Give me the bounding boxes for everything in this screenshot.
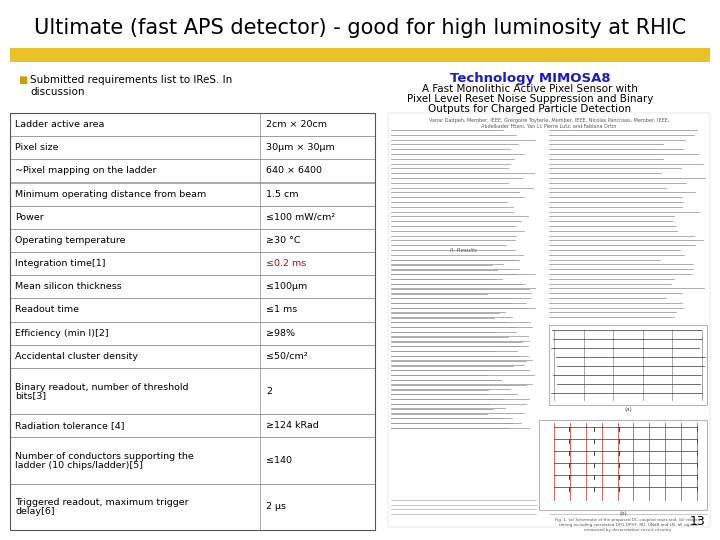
Text: Readout time: Readout time	[15, 306, 79, 314]
Text: Pixel Level Reset Noise Suppression and Binary: Pixel Level Reset Noise Suppression and …	[407, 94, 653, 104]
Bar	[10, 136, 375, 159]
Text: discussion: discussion	[30, 87, 84, 97]
Text: Efficiency (min I)[2]: Efficiency (min I)[2]	[15, 328, 109, 338]
Text: II. Results: II. Results	[450, 248, 477, 253]
Bar	[549, 325, 707, 405]
Text: Ultimate (fast APS detector) - good for high luminosity at RHIC: Ultimate (fast APS detector) - good for …	[34, 18, 686, 38]
Text: Number of conductors supporting the: Number of conductors supporting the	[15, 452, 194, 461]
Bar	[10, 113, 375, 136]
Text: delay[6]: delay[6]	[15, 508, 55, 516]
Text: 13: 13	[689, 515, 705, 528]
Bar	[10, 484, 375, 530]
Text: 2cm × 20cm: 2cm × 20cm	[266, 120, 327, 129]
Text: ladder (10 chips/ladder)[5]: ladder (10 chips/ladder)[5]	[15, 461, 143, 470]
Text: Technology MIMOSA8: Technology MIMOSA8	[450, 72, 611, 85]
Bar	[10, 368, 375, 414]
Bar	[10, 321, 375, 345]
Text: sig2: sig2	[697, 439, 705, 443]
Text: ≤100 mW/cm²: ≤100 mW/cm²	[266, 213, 336, 222]
Text: (b): (b)	[619, 511, 627, 516]
Text: Accidental cluster density: Accidental cluster density	[15, 352, 138, 361]
Text: timing including correlated DFG-DPHF, RD, UNdB and LN- all signals: timing including correlated DFG-DPHF, RD…	[559, 523, 698, 527]
Bar	[10, 113, 375, 530]
Text: Radiation tolerance [4]: Radiation tolerance [4]	[15, 421, 125, 430]
Text: ≤1 ms: ≤1 ms	[266, 306, 297, 314]
Text: ≤140: ≤140	[266, 456, 292, 465]
Bar	[10, 345, 375, 368]
Text: Submitted requirements list to IReS. In: Submitted requirements list to IReS. In	[30, 75, 233, 85]
Text: sig5: sig5	[697, 475, 705, 479]
Text: Triggered readout, maximum trigger: Triggered readout, maximum trigger	[15, 498, 189, 508]
Bar	[10, 298, 375, 321]
Text: ≤50/cm²: ≤50/cm²	[266, 352, 307, 361]
Text: ■: ■	[18, 75, 27, 85]
Text: 30μm × 30μm: 30μm × 30μm	[266, 143, 335, 152]
Text: 2 μs: 2 μs	[266, 502, 286, 511]
Text: Operating temperature: Operating temperature	[15, 236, 125, 245]
Text: Binary readout, number of threshold: Binary readout, number of threshold	[15, 382, 189, 392]
Text: ≥30 °C: ≥30 °C	[266, 236, 300, 245]
Text: Integration time[1]: Integration time[1]	[15, 259, 106, 268]
Text: 2: 2	[266, 387, 272, 395]
Text: Abdelkader Htani, Yan Li, Pierre Lutz, and Fabiana Ortin: Abdelkader Htani, Yan Li, Pierre Lutz, a…	[481, 124, 617, 129]
Bar	[388, 113, 710, 527]
Text: ≥98%: ≥98%	[266, 328, 295, 338]
Text: Ladder active area: Ladder active area	[15, 120, 104, 129]
Text: 640 × 6400: 640 × 6400	[266, 166, 322, 176]
Text: Power: Power	[15, 213, 44, 222]
Text: ≤0.2 ms: ≤0.2 ms	[266, 259, 306, 268]
Text: Pixel size: Pixel size	[15, 143, 58, 152]
Bar	[10, 414, 375, 437]
Text: bits[3]: bits[3]	[15, 392, 46, 401]
Bar	[10, 48, 710, 62]
Text: A Fast Monolithic Active Pixel Sensor with: A Fast Monolithic Active Pixel Sensor wi…	[422, 84, 638, 94]
Text: Mean silicon thickness: Mean silicon thickness	[15, 282, 122, 291]
Bar	[10, 252, 375, 275]
Text: ~Pixel mapping on the ladder: ~Pixel mapping on the ladder	[15, 166, 156, 176]
Bar	[10, 159, 375, 183]
Text: sig4: sig4	[697, 463, 705, 467]
Text: (a): (a)	[624, 407, 632, 412]
Bar	[10, 206, 375, 229]
Bar	[539, 420, 707, 510]
Text: Vanar Dadpeh, Member, IEEE, Grergoire Toyterie, Member, IEEE, Nicolas Pancrises,: Vanar Dadpeh, Member, IEEE, Grergoire To…	[429, 118, 669, 123]
Text: Outputs for Charged Particle Detection: Outputs for Charged Particle Detection	[428, 104, 631, 114]
Bar	[10, 437, 375, 484]
Text: measured by decorrelation circuit circuitry.: measured by decorrelation circuit circui…	[584, 528, 672, 532]
Text: ≥124 kRad: ≥124 kRad	[266, 421, 319, 430]
Bar	[10, 183, 375, 206]
Text: 1.5 cm: 1.5 cm	[266, 190, 299, 199]
Text: sig6: sig6	[697, 487, 705, 491]
Bar	[10, 229, 375, 252]
Bar	[10, 275, 375, 298]
Text: Minimum operating distance from beam: Minimum operating distance from beam	[15, 190, 206, 199]
Text: ≤100μm: ≤100μm	[266, 282, 307, 291]
Text: sig1: sig1	[697, 427, 705, 431]
Text: sig3: sig3	[697, 451, 705, 455]
Text: Fig. 1. (a) Schematic of the proposed DC-coupled reset and, (b) related: Fig. 1. (a) Schematic of the proposed DC…	[555, 518, 701, 522]
